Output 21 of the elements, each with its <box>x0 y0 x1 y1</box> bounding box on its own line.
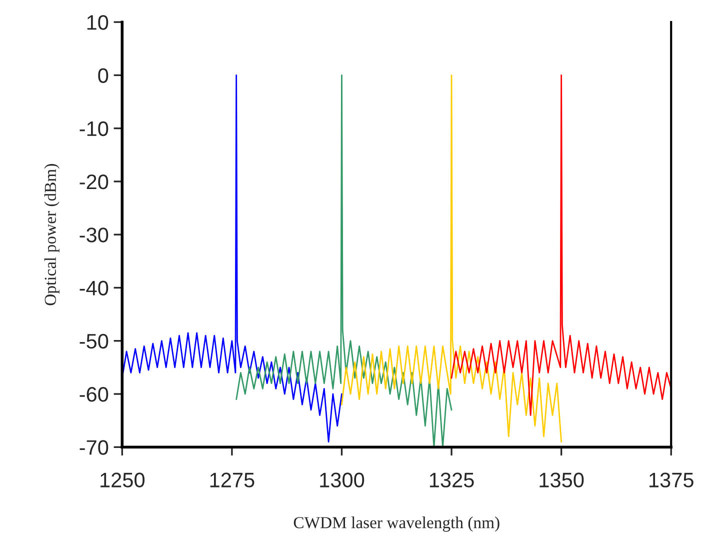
x-tick-label: 1325 <box>430 472 474 488</box>
line-series <box>236 74 452 448</box>
x-tick-label: 1350 <box>540 472 584 488</box>
y-axis-title: Optical power (dBm) <box>44 164 60 306</box>
x-tick-label: 1375 <box>650 472 694 488</box>
y-tick-label: -70 <box>80 440 108 455</box>
x-tick-label: 1250 <box>100 472 145 488</box>
x-tick-label: 1275 <box>210 472 254 488</box>
line-series <box>122 74 342 442</box>
y-tick-label: 10 <box>87 15 108 30</box>
y-tick-label: -20 <box>80 174 108 190</box>
y-tick-label: -40 <box>80 280 108 296</box>
x-tick-label: 1300 <box>320 472 364 488</box>
y-tick-label: -50 <box>80 334 108 349</box>
line-series <box>450 74 672 416</box>
line-series <box>341 74 562 442</box>
x-axis-title: CWDM laser wavelength (nm) <box>294 516 500 532</box>
y-tick-label: -60 <box>80 386 108 402</box>
y-tick-label: 0 <box>98 68 108 83</box>
y-tick-label: -30 <box>80 228 108 242</box>
y-tick-label: -10 <box>80 121 108 136</box>
